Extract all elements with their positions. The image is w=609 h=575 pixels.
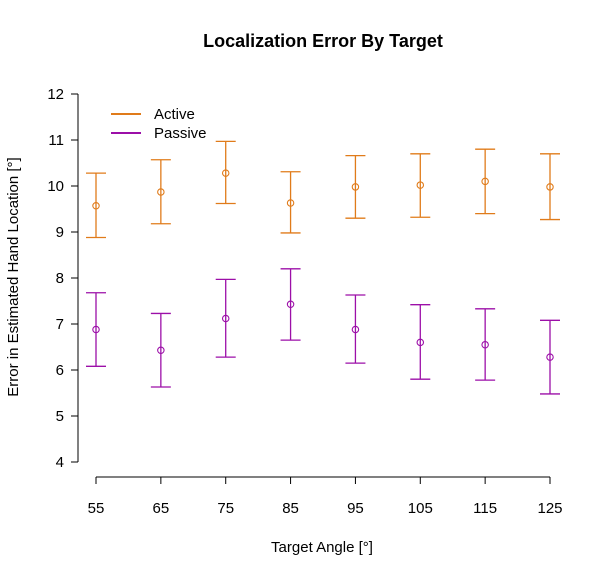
x-tick-label: 95: [347, 500, 364, 517]
data-point: [221, 314, 230, 323]
y-tick-label: 8: [56, 270, 64, 287]
data-point: [92, 202, 100, 210]
x-axis: 55 65 75 85 95 105 115 125: [88, 476, 563, 517]
y-tick-label: 10: [47, 178, 64, 195]
legend-label: Active: [154, 106, 195, 123]
data-point: [157, 188, 165, 196]
x-tick-label: 85: [282, 500, 299, 517]
data-point: [546, 183, 554, 191]
data-point: [157, 346, 165, 354]
x-tick-label: 65: [153, 500, 170, 517]
data-point: [221, 169, 230, 177]
y-tick-label: 4: [56, 454, 64, 471]
y-tick-label: 7: [56, 316, 64, 333]
y-tick-label: 12: [47, 86, 64, 103]
x-tick-label: 105: [408, 500, 433, 517]
data-point: [286, 300, 295, 308]
legend-label: Passive: [154, 125, 207, 142]
series-active: [86, 140, 560, 239]
x-tick-label: 55: [88, 500, 105, 517]
x-tick-label: 75: [217, 500, 234, 517]
x-axis-label: Target Angle [°]: [271, 539, 373, 556]
data-point: [286, 199, 295, 207]
data-point: [481, 177, 489, 186]
y-tick-label: 5: [56, 408, 64, 425]
y-tick-label: 11: [48, 132, 64, 149]
data-point: [92, 325, 100, 334]
x-tick-label: 125: [537, 500, 562, 517]
legend: Active Passive: [111, 106, 207, 142]
chart-title: Localization Error By Target: [203, 31, 443, 51]
data-point: [351, 325, 360, 334]
y-axis: 4 5 6 7 8 9 10 11 12: [47, 86, 79, 471]
data-point: [546, 353, 554, 361]
data-point: [351, 183, 360, 191]
series-passive: [86, 268, 560, 395]
data-point: [416, 181, 425, 189]
series-marks: [86, 140, 560, 395]
y-axis-label: Error in Estimated Hand Location [°]: [5, 157, 22, 396]
y-tick-label: 6: [56, 362, 64, 379]
x-tick-label: 115: [473, 500, 497, 517]
data-point: [416, 338, 425, 347]
y-tick-label: 9: [56, 224, 64, 241]
data-point: [481, 340, 489, 349]
